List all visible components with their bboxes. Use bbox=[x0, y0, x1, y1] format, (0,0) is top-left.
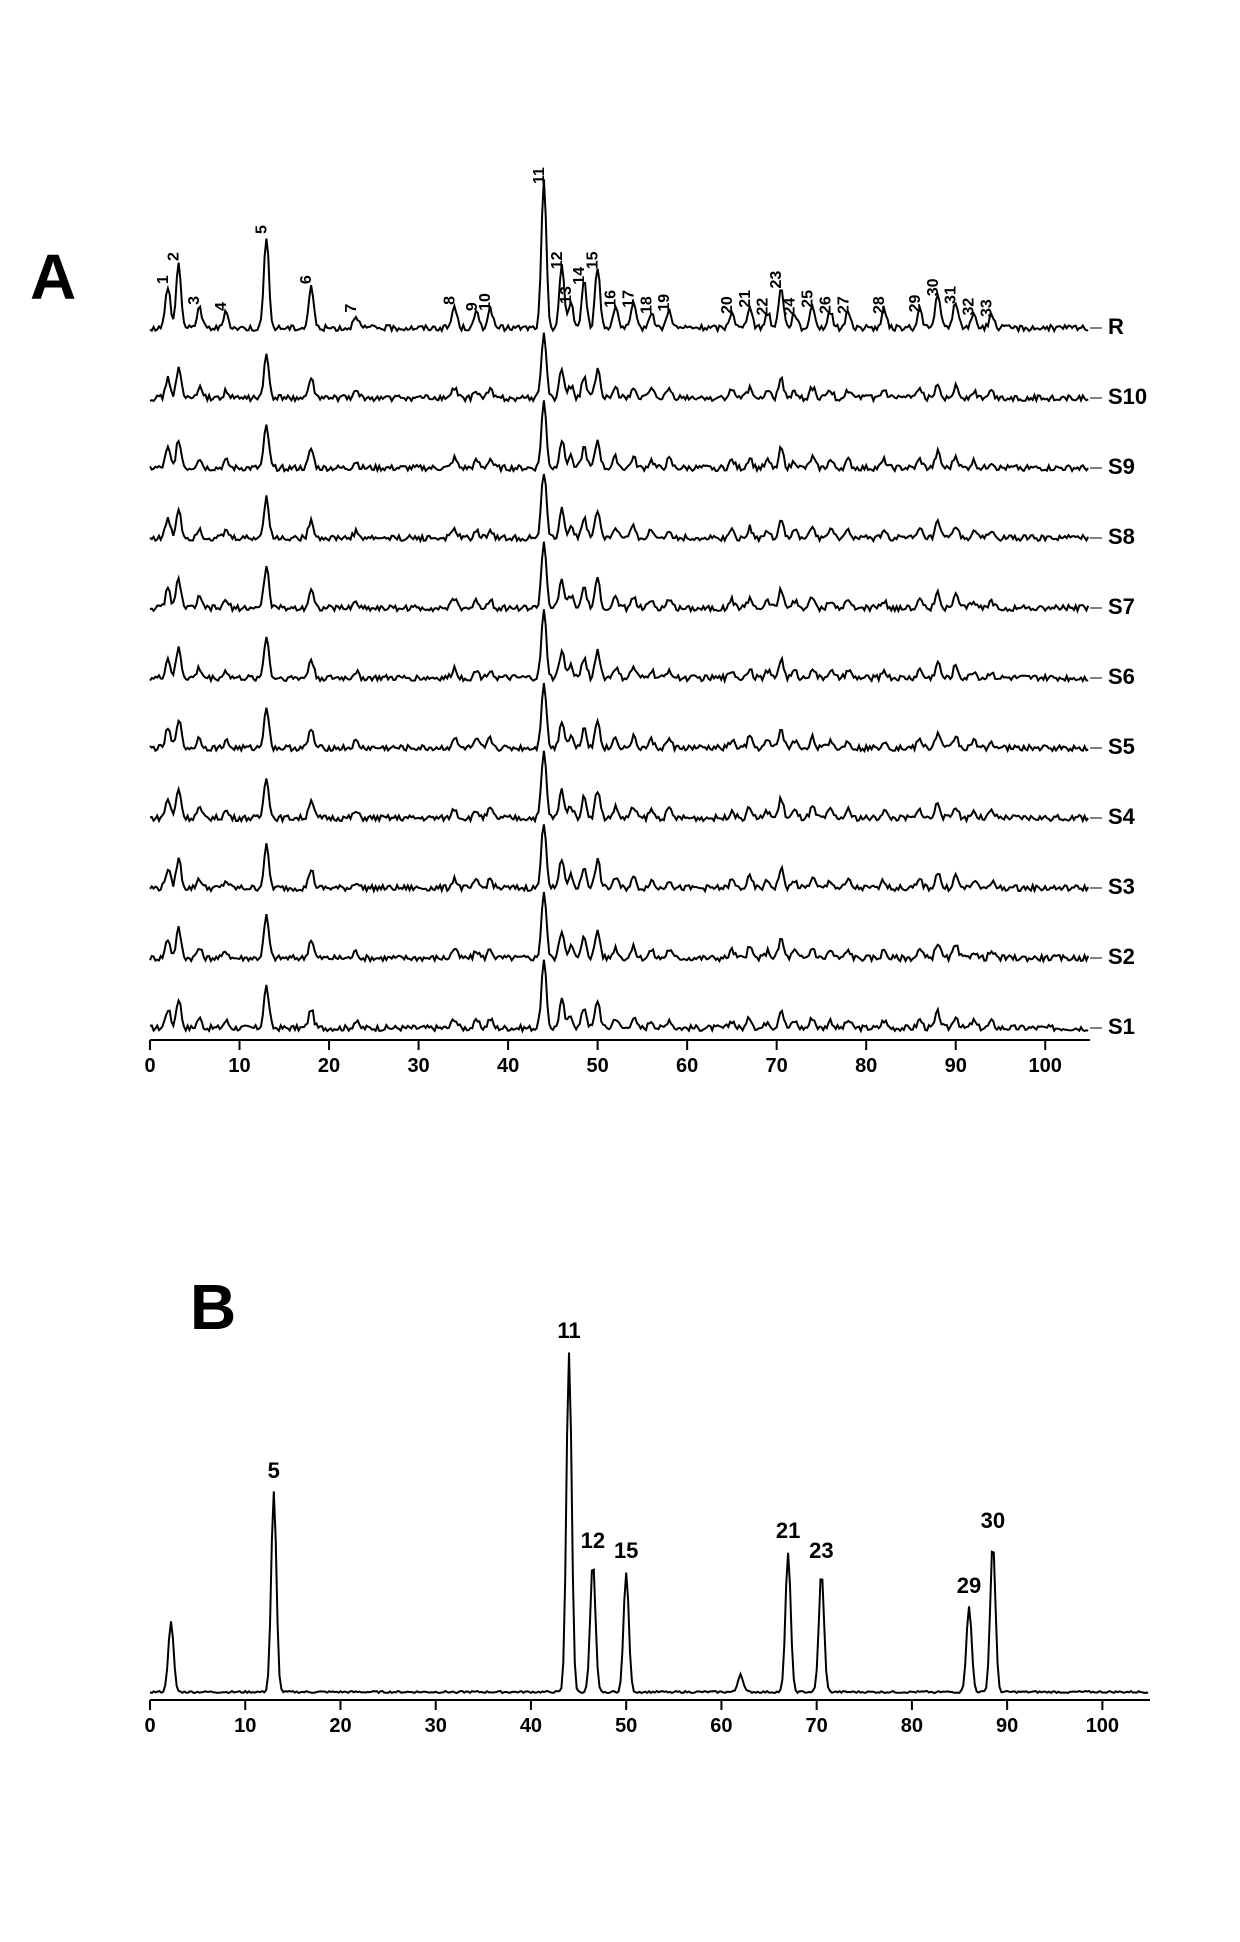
peak-label: 12 bbox=[581, 1528, 605, 1553]
trace-label: S5 bbox=[1108, 734, 1135, 759]
trace-label: S2 bbox=[1108, 944, 1135, 969]
peak-label: 11 bbox=[531, 167, 548, 184]
chromatogram-trace bbox=[150, 542, 1088, 611]
peak-label: 27 bbox=[835, 296, 852, 314]
peak-label: 15 bbox=[614, 1538, 638, 1563]
peak-label: 10 bbox=[477, 293, 494, 311]
peak-label: 17 bbox=[620, 290, 637, 308]
x-tick-label: 50 bbox=[615, 1715, 637, 1737]
peak-label: 4 bbox=[213, 302, 230, 311]
trace-label: S1 bbox=[1108, 1014, 1135, 1039]
chromatogram-trace bbox=[150, 960, 1088, 1031]
x-tick-label: 80 bbox=[901, 1715, 923, 1737]
chromatogram-trace bbox=[150, 683, 1088, 751]
peak-label: 21 bbox=[737, 290, 754, 308]
peak-label: 20 bbox=[719, 296, 736, 314]
chromatogram-trace bbox=[150, 892, 1088, 961]
peak-label: 33 bbox=[979, 299, 996, 317]
peak-label: 11 bbox=[557, 1318, 580, 1343]
x-tick-label: 70 bbox=[766, 1055, 788, 1077]
x-tick-label: 20 bbox=[329, 1715, 351, 1737]
peak-label: 25 bbox=[799, 290, 816, 308]
peak-label: 23 bbox=[768, 271, 785, 289]
peak-label: 1 bbox=[155, 275, 172, 284]
peak-label: 30 bbox=[925, 278, 942, 296]
x-tick-label: 0 bbox=[144, 1055, 155, 1077]
peak-label: 6 bbox=[298, 275, 315, 284]
peak-label: 16 bbox=[603, 290, 620, 308]
trace-label: S4 bbox=[1108, 804, 1136, 829]
peak-label: 32 bbox=[961, 298, 978, 316]
trace-label: S9 bbox=[1108, 454, 1135, 479]
x-tick-label: 100 bbox=[1086, 1715, 1119, 1737]
trace-label: S3 bbox=[1108, 874, 1135, 899]
chromatogram-trace bbox=[150, 609, 1088, 681]
trace-label: S8 bbox=[1108, 524, 1135, 549]
x-tick-label: 60 bbox=[710, 1715, 732, 1737]
peak-label: 5 bbox=[268, 1458, 280, 1483]
peak-label: 29 bbox=[957, 1573, 981, 1598]
peak-label: 18 bbox=[638, 296, 655, 314]
trace-label: S7 bbox=[1108, 594, 1135, 619]
trace-label: S6 bbox=[1108, 664, 1135, 689]
peak-label: 30 bbox=[981, 1508, 1005, 1533]
x-tick-label: 20 bbox=[318, 1055, 340, 1077]
x-tick-label: 40 bbox=[520, 1715, 542, 1737]
peak-label: 13 bbox=[558, 286, 575, 304]
peak-label: 28 bbox=[871, 296, 888, 314]
peak-label: 8 bbox=[441, 296, 458, 305]
peak-label: 7 bbox=[343, 304, 360, 313]
panel-b-chart: 0 10 20 30 40 50 60 70 80 90 100 5 11 12 15 21 23 29 30 bbox=[130, 1200, 1210, 1760]
x-tick-label: 10 bbox=[234, 1715, 256, 1737]
peak-label: 29 bbox=[907, 295, 924, 313]
chromatogram-trace bbox=[150, 474, 1088, 541]
trace-label: S10 bbox=[1108, 384, 1147, 409]
peak-label: 24 bbox=[782, 298, 799, 316]
chromatogram-trace bbox=[150, 400, 1088, 471]
x-tick-label: 70 bbox=[806, 1715, 828, 1737]
x-tick-label: 10 bbox=[228, 1055, 250, 1077]
x-tick-label: 100 bbox=[1029, 1055, 1062, 1077]
peak-label: 31 bbox=[943, 286, 960, 304]
peak-label: 15 bbox=[585, 251, 602, 269]
x-tick-label: 30 bbox=[425, 1715, 447, 1737]
x-tick-label: 30 bbox=[407, 1055, 429, 1077]
x-tick-label: 0 bbox=[144, 1715, 155, 1737]
peak-label: 23 bbox=[809, 1538, 833, 1563]
x-tick-label: 80 bbox=[855, 1055, 877, 1077]
chromatogram-trace bbox=[150, 751, 1088, 821]
peak-label: 26 bbox=[817, 296, 834, 314]
x-tick-label: 90 bbox=[945, 1055, 967, 1077]
panel-a-chart: 0 10 20 30 40 50 60 70 80 90 100 S1 S2 S3 S4 S5 S6 S7 S8 S9… bbox=[130, 10, 1210, 1090]
chromatogram-trace bbox=[150, 824, 1088, 891]
trace-label: R bbox=[1108, 314, 1124, 339]
x-tick-label: 50 bbox=[586, 1055, 608, 1077]
chromatogram-trace bbox=[150, 333, 1088, 401]
peak-label: 22 bbox=[755, 298, 772, 316]
x-tick-label: 40 bbox=[497, 1055, 519, 1077]
x-tick-label: 60 bbox=[676, 1055, 698, 1077]
peak-label: 2 bbox=[166, 252, 183, 261]
x-tick-label: 90 bbox=[996, 1715, 1018, 1737]
peak-label: 3 bbox=[186, 296, 203, 305]
peak-label: 5 bbox=[253, 225, 270, 234]
panel-a-letter: A bbox=[30, 240, 76, 314]
peak-label: 21 bbox=[776, 1518, 800, 1543]
peak-label: 19 bbox=[656, 294, 673, 312]
peak-label: 12 bbox=[549, 251, 566, 269]
